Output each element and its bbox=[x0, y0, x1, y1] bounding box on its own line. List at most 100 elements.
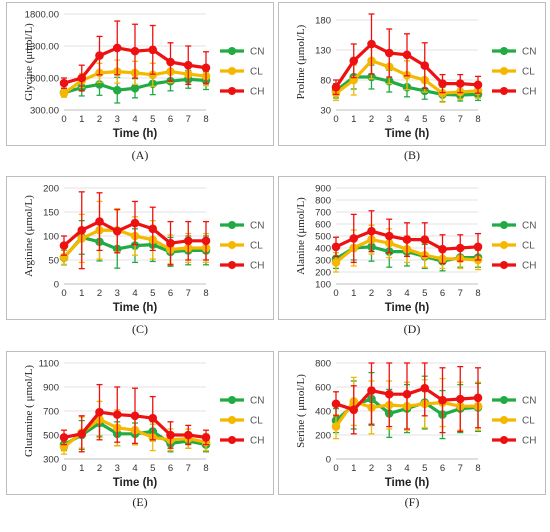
legend-label: CH bbox=[250, 261, 264, 272]
data-point bbox=[384, 48, 394, 58]
x-tick-label: 2 bbox=[369, 114, 374, 125]
x-tick-label: 3 bbox=[115, 463, 120, 474]
data-point bbox=[183, 236, 193, 246]
legend-swatch-marker bbox=[228, 47, 236, 55]
x-tick-label: 5 bbox=[422, 288, 427, 299]
legend-label: CH bbox=[250, 436, 264, 447]
data-point bbox=[148, 413, 158, 423]
x-tick-label: 5 bbox=[422, 114, 427, 125]
legend-label: CL bbox=[522, 241, 535, 252]
caption-a: (A) bbox=[131, 148, 149, 162]
data-point bbox=[183, 60, 193, 70]
data-point bbox=[384, 389, 394, 399]
x-tick-label: 0 bbox=[61, 463, 66, 474]
x-tick-label: 8 bbox=[475, 288, 480, 299]
legend: CN CL CH bbox=[492, 47, 536, 98]
legend: CN CL CH bbox=[220, 47, 264, 98]
legend-swatch-marker bbox=[228, 241, 236, 249]
data-point bbox=[331, 82, 341, 92]
data-point bbox=[367, 226, 376, 236]
x-axis-label: Time (h) bbox=[113, 302, 158, 314]
x-tick-label: 3 bbox=[387, 288, 392, 299]
x-tick-label: 6 bbox=[440, 463, 445, 474]
y-tick-label: 700 bbox=[315, 208, 331, 219]
x-tick-label: 5 bbox=[150, 114, 155, 125]
y-tick-label: 300 bbox=[43, 455, 59, 466]
y-tick-label: 400 bbox=[315, 407, 331, 418]
legend: CN CL CH bbox=[220, 221, 264, 272]
panel-frame bbox=[6, 176, 274, 320]
y-axis-label: Proline (μmol/L) bbox=[295, 24, 307, 99]
chart-b: 30 80 130 180 0 1 2 3 4 5 6 7 8 Proline (μmol/L) Time … bbox=[278, 2, 546, 146]
data-point bbox=[473, 242, 483, 252]
legend-item-cl: CL bbox=[492, 416, 535, 427]
y-tick-label: 500 bbox=[43, 431, 59, 442]
y-axis-label: Glycine (μmol/L) bbox=[23, 23, 35, 101]
y-tick-label: 180 bbox=[315, 16, 331, 27]
legend-label: CN bbox=[250, 396, 264, 407]
legend-swatch-marker bbox=[228, 396, 236, 404]
y-tick-label: 500 bbox=[315, 232, 331, 243]
legend-item-cn: CN bbox=[492, 221, 536, 232]
y-tick-label: 100 bbox=[43, 232, 59, 243]
y-tick-label: 0 bbox=[326, 455, 331, 466]
legend-item-cn: CN bbox=[220, 396, 264, 407]
x-tick-label: 1 bbox=[351, 463, 356, 474]
data-point bbox=[420, 235, 430, 244]
legend-label: CH bbox=[522, 436, 536, 447]
data-point bbox=[402, 50, 412, 60]
data-point bbox=[402, 235, 412, 244]
x-tick-label: 8 bbox=[475, 114, 480, 125]
data-point bbox=[112, 85, 122, 95]
x-tick-label: 6 bbox=[168, 114, 173, 125]
data-point bbox=[367, 39, 376, 49]
legend-label: CN bbox=[522, 221, 536, 232]
data-point bbox=[130, 83, 140, 93]
x-tick-label: 5 bbox=[422, 463, 427, 474]
x-tick-label: 7 bbox=[186, 463, 191, 474]
legend-label: CH bbox=[522, 261, 536, 272]
y-tick-label: 800.00 bbox=[30, 74, 59, 85]
x-tick-label: 7 bbox=[458, 288, 463, 299]
x-axis-label: Time (h) bbox=[385, 302, 430, 314]
y-tick-label: 1300.00 bbox=[25, 42, 59, 53]
x-tick-label: 3 bbox=[387, 463, 392, 474]
legend-label: CL bbox=[522, 67, 535, 78]
data-point bbox=[59, 89, 69, 98]
panel-frame bbox=[278, 2, 546, 146]
legend-label: CL bbox=[250, 67, 263, 78]
y-tick-label: 300 bbox=[315, 256, 331, 267]
x-tick-label: 1 bbox=[351, 114, 356, 125]
data-point bbox=[473, 80, 483, 90]
y-tick-label: 130 bbox=[315, 46, 331, 57]
legend: CN CL CH bbox=[220, 396, 264, 447]
legend-label: CH bbox=[522, 87, 536, 98]
data-point bbox=[420, 61, 430, 70]
data-point bbox=[201, 236, 211, 246]
legend-swatch-marker bbox=[228, 416, 236, 424]
panel-frame bbox=[6, 351, 274, 495]
data-point bbox=[59, 433, 69, 442]
data-point bbox=[112, 43, 122, 53]
legend-swatch-marker bbox=[500, 396, 508, 404]
data-point bbox=[331, 422, 341, 431]
legend-item-ch: CH bbox=[220, 87, 264, 98]
data-point bbox=[455, 79, 465, 88]
y-tick-label: 200 bbox=[43, 184, 59, 195]
data-point bbox=[95, 217, 104, 226]
chart-e: 300 500 700 900 1100 0 1 2 3 4 5 6 7 8 Glutamine ( μmo… bbox=[6, 351, 274, 495]
y-axis-label: Glutamine ( μmol/L) bbox=[23, 365, 35, 457]
panel-f: 0 200 400 600 800 0 1 2 3 4 5 6 7 8 Serine ( μmol/L) Ti… bbox=[278, 351, 546, 495]
x-tick-label: 2 bbox=[97, 463, 102, 474]
panel-c: 0 50 100 150 200 0 1 2 3 4 5 6 7 8 Arginine (μmol/L) Ti… bbox=[6, 176, 274, 320]
y-tick-label: 200 bbox=[315, 431, 331, 442]
data-point bbox=[95, 51, 104, 60]
legend-item-ch: CH bbox=[492, 436, 536, 447]
y-tick-label: 400 bbox=[315, 244, 331, 255]
legend-swatch-marker bbox=[500, 87, 508, 95]
x-tick-label: 0 bbox=[333, 288, 338, 299]
data-point bbox=[438, 244, 447, 254]
series-ch bbox=[59, 191, 211, 270]
legend-label: CN bbox=[522, 396, 536, 407]
